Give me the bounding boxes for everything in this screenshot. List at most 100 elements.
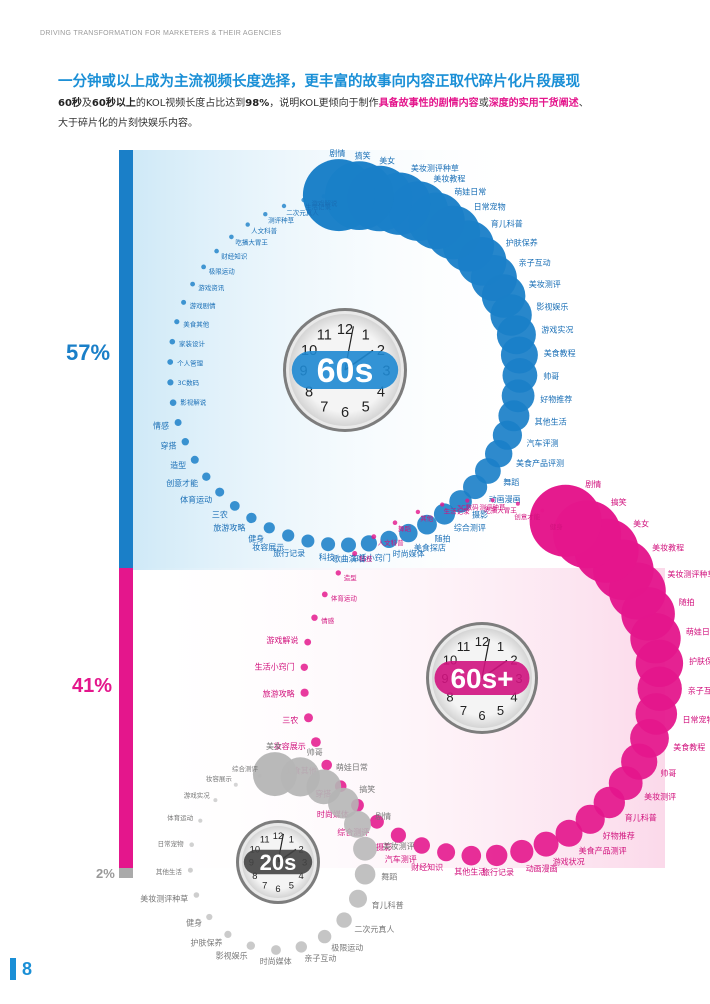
bubble-造型: [190, 455, 199, 464]
label-旅行记录: 旅行记录: [482, 867, 514, 877]
clock-numeral: 5: [362, 400, 370, 416]
label-人文科普: 人文科普: [378, 538, 405, 547]
label-好物推荐: 好物推荐: [540, 394, 572, 404]
bubble-舞蹈: [392, 520, 398, 525]
bubble-游戏实况: [213, 798, 218, 803]
label-旅游攻略: 旅游攻略: [213, 522, 245, 532]
label-萌娃日常: 萌娃日常: [454, 187, 486, 197]
label-其他生活: 其他生活: [535, 416, 567, 426]
bubble-歌曲演唱: [341, 537, 356, 553]
label-歌曲演唱: 歌曲演唱: [333, 554, 365, 564]
bubble-家装设计: [169, 338, 176, 345]
bubble-游戏状况: [533, 831, 559, 857]
clock-numeral: 6: [275, 883, 280, 894]
sub-60s: 60秒: [58, 98, 82, 109]
clock-numeral: 10: [250, 843, 260, 854]
bubble-二次元真人: [281, 203, 287, 209]
label-生活小窍门: 生活小窍门: [351, 552, 391, 562]
clock-label-bg: [243, 849, 313, 875]
bubble-动画漫画: [510, 839, 534, 864]
sub-text-3: 大于碎片化的片刻快娱乐内容。: [58, 118, 198, 129]
label-健身: 健身: [186, 918, 202, 928]
label-三农: 三农: [212, 509, 228, 519]
label-美妆测评: 美妆测评: [644, 792, 676, 802]
label-美女: 美女: [379, 155, 395, 165]
bubble-3C数码: [465, 498, 470, 503]
label-影视娱乐: 影视娱乐: [216, 950, 248, 960]
label-育儿科普: 育儿科普: [491, 219, 523, 229]
clock-numeral: 6: [341, 405, 349, 421]
bubble-财经知识: [437, 843, 456, 862]
bubble-生活小窍门: [300, 663, 308, 671]
label-美妆测评: 美妆测评: [383, 841, 415, 851]
clock-numeral: 11: [260, 834, 270, 845]
bubble-剧情: [529, 484, 602, 557]
label-造型: 造型: [170, 460, 186, 470]
label-随拍: 随拍: [679, 597, 695, 607]
sub-98: 98%: [245, 98, 270, 109]
bubble-综合测评: [433, 503, 456, 525]
bubble-人文科普: [371, 534, 377, 540]
clock-label: 60s+: [450, 663, 513, 694]
bubble-3C数码: [167, 379, 174, 386]
label-游戏实况: 游戏实况: [541, 325, 573, 335]
label-影视解说: 影视解说: [180, 397, 207, 406]
label-妆容展示: 妆容展示: [274, 741, 306, 751]
sub-comma: 、: [578, 98, 589, 109]
label-生活记录: 生活记录: [444, 507, 471, 516]
clock-60s: 12345678910111260s: [283, 308, 407, 432]
page-title: 一分钟或以上成为主流视频长度选择，更丰富的故事向内容正取代碎片化片段展现: [58, 74, 580, 90]
label-旅行记录: 旅行记录: [273, 548, 305, 558]
page-number: 8: [10, 958, 32, 980]
share-label-60s-plus: 41%: [72, 675, 113, 697]
label-时尚媒体: 时尚媒体: [393, 549, 425, 559]
label-时尚媒体: 时尚媒体: [260, 956, 292, 966]
label-测评种草: 测评种草: [479, 502, 506, 511]
label-其他生活: 其他生活: [156, 867, 183, 876]
clock-numeral: 4: [510, 690, 517, 705]
bubble-体育运动: [215, 487, 225, 497]
bubble-游戏剧情: [181, 299, 187, 305]
bubble-美食其他: [174, 319, 180, 325]
label-健身: 健身: [550, 522, 564, 531]
label-搞笑: 搞笑: [359, 784, 375, 794]
label-美女: 美女: [633, 519, 649, 529]
sub-60s-plus: 60秒以上: [91, 98, 136, 109]
label-舞蹈: 舞蹈: [503, 477, 519, 487]
label-搞笑: 搞笑: [611, 497, 627, 507]
label-创意才能: 创意才能: [166, 478, 198, 488]
bubble-时尚媒体: [380, 530, 398, 549]
label-美妆教程: 美妆教程: [652, 543, 684, 553]
clock-numeral: 6: [478, 708, 485, 723]
clock-numeral: 11: [317, 328, 332, 344]
bubble-人文科普: [245, 222, 250, 227]
label-育儿科普: 育儿科普: [625, 813, 657, 823]
label-帅哥: 帅哥: [543, 371, 559, 381]
bubble-健身: [206, 913, 213, 921]
sub-and: 及: [81, 98, 92, 109]
bubble-育儿科普: [349, 889, 367, 908]
label-美妆测评: 美妆测评: [529, 279, 561, 289]
label-美妆测评种草: 美妆测评种草: [140, 893, 188, 903]
bubble-美食其他: [321, 759, 333, 771]
clock-numeral: 8: [252, 870, 257, 881]
label-旅游攻略: 旅游攻略: [263, 689, 295, 699]
bubble-剧情: [302, 159, 375, 232]
label-舞蹈: 舞蹈: [398, 524, 412, 533]
label-造型: 造型: [344, 573, 358, 582]
bubble-造型: [335, 570, 341, 576]
bubble-穿搭: [181, 438, 189, 446]
label-游戏状况: 游戏状况: [553, 856, 585, 866]
bubble-三农: [229, 501, 240, 511]
bubble-影视解说: [169, 399, 177, 407]
label-其他生活: 其他生活: [454, 867, 486, 877]
bubble-测评种草: [263, 212, 268, 217]
clock-numeral: 8: [305, 384, 313, 400]
bubble-科技: [352, 551, 358, 556]
label-育儿科普: 育儿科普: [372, 900, 404, 910]
clock-numeral: 12: [475, 634, 489, 649]
bubble-游戏解说: [304, 638, 312, 646]
label-动画漫画: 动画漫画: [526, 864, 558, 874]
label-随拍: 随拍: [435, 534, 451, 544]
